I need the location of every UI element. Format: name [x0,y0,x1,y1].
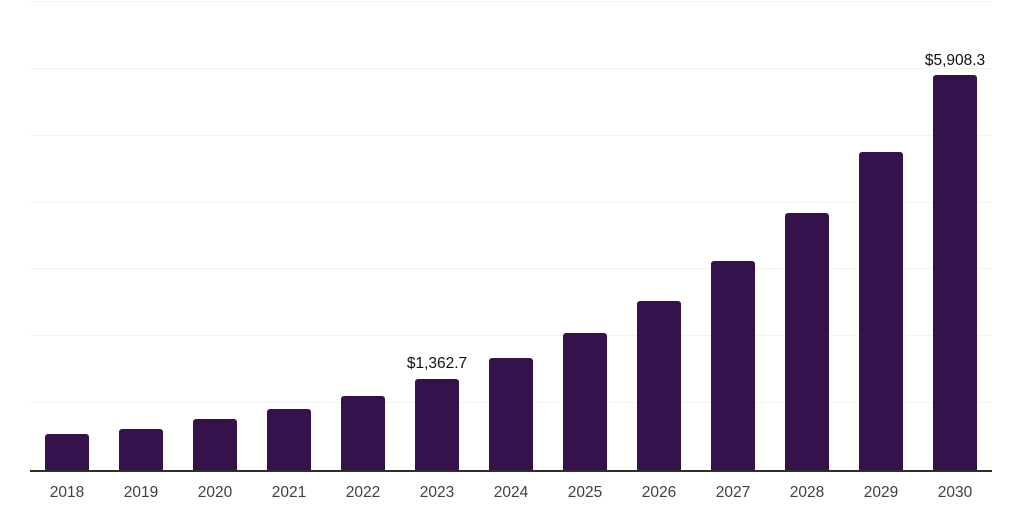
bar-slot-2027 [696,2,770,470]
bar-2020 [193,418,237,470]
bar-slot-2022 [326,2,400,470]
x-tick-label-2021: 2021 [271,484,307,501]
bar-slot-2023: $1,362.7 [400,2,474,470]
bar-value-label-2030: $5,908.3 [924,51,986,69]
bar-2018 [45,433,89,470]
bar-slot-2019 [104,2,178,470]
bar-2024 [489,357,533,470]
gridline-5000 [30,134,992,136]
bar-value-label-2023: $1,362.7 [406,355,468,373]
x-tick-label-2024: 2024 [493,484,529,501]
bar-slot-2026 [622,2,696,470]
bar-2027 [711,260,755,470]
x-tick-label-2022: 2022 [345,484,381,501]
x-axis-line [30,470,992,472]
gridline-3000 [30,268,992,270]
x-axis-tick-labels: 2018 2019 2020 2021 2022 2023 2024 2025 2026 2027… [30,484,992,502]
bar-slot-2024 [474,2,548,470]
x-tick-label-2026: 2026 [641,484,677,501]
gridline-7000 [30,1,992,2]
x-tick-label-2018: 2018 [49,484,85,501]
bars-container: $1,362.7 $5,908.3 [30,2,992,470]
x-tick-label-2028: 2028 [789,484,825,501]
plot-area: $1,362.7 $5,908.3 [30,1,992,472]
bar-2029 [859,151,903,470]
x-tick-label-2030: 2030 [937,484,973,501]
bar-slot-2029 [844,2,918,470]
bar-2021 [267,409,311,470]
gridline-4000 [30,201,992,203]
x-tick-label-2029: 2029 [863,484,899,501]
bar-2026 [637,300,681,470]
bar-2030 [933,75,977,470]
bar-slot-2021 [252,2,326,470]
bar-slot-2020 [178,2,252,470]
bar-2025 [563,332,607,470]
bar-2023 [415,378,459,470]
bar-slot-2018 [30,2,104,470]
x-tick-label-2019: 2019 [123,484,159,501]
x-tick-label-2027: 2027 [715,484,751,501]
bar-slot-2030: $5,908.3 [918,2,992,470]
x-tick-label-2020: 2020 [197,484,233,501]
bar-2019 [119,428,163,470]
bar-2028 [785,212,829,470]
x-tick-label-2025: 2025 [567,484,603,501]
x-tick-label-2023: 2023 [419,484,455,501]
gridline-6000 [30,67,992,69]
bar-slot-2025 [548,2,622,470]
gridline-2000 [30,335,992,337]
bar-slot-2028 [770,2,844,470]
bar-2022 [341,395,385,470]
